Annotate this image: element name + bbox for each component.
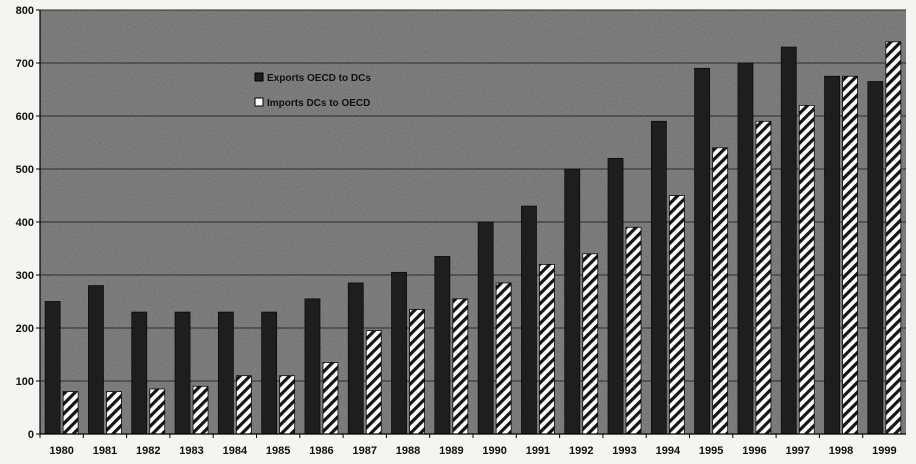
bar-imports	[885, 41, 902, 435]
x-tick-label: 1988	[396, 445, 420, 457]
bar-exports	[131, 311, 148, 435]
bar-exports	[391, 271, 407, 435]
x-tick-labels: 1980 1981 1982 1983 1984 1985 1986 1987 1988 1989…	[39, 434, 897, 457]
y-tick-label: 800	[16, 5, 34, 17]
bar-exports	[477, 221, 494, 435]
bar-exports	[174, 311, 191, 435]
bar-imports	[365, 330, 382, 435]
bar-imports	[409, 309, 425, 435]
x-tick-label: 1985	[266, 445, 290, 457]
x-tick-label: 1992	[569, 445, 593, 457]
y-tick-label: 0	[28, 429, 34, 441]
y-tick-label: 200	[16, 323, 34, 335]
x-tick-label: 1984	[223, 445, 248, 457]
x-tick-label: 1981	[93, 445, 117, 457]
x-tick-label: 1983	[179, 445, 203, 457]
bar-exports	[261, 311, 278, 435]
x-tick-label: 1986	[309, 445, 333, 457]
bar-exports	[780, 46, 797, 435]
bar-imports	[192, 385, 209, 435]
y-tick-label: 400	[16, 217, 34, 229]
bar-exports	[434, 256, 451, 435]
y-tick-labels: 0 100 200 300 400 500 600 700 800	[16, 5, 40, 441]
bar-imports	[149, 388, 166, 435]
x-tick-label: 1980	[49, 445, 73, 457]
bar-exports	[88, 285, 104, 435]
bar-imports	[452, 298, 469, 435]
bar-exports	[521, 205, 537, 435]
bars	[44, 41, 902, 435]
bar-exports	[694, 67, 711, 435]
legend-swatch-imports	[254, 97, 264, 107]
y-tick-label: 300	[16, 270, 34, 282]
x-tick-label: 1998	[829, 445, 853, 457]
y-tick-label: 700	[16, 58, 34, 70]
bar-imports	[625, 226, 642, 435]
bar-imports	[668, 195, 685, 435]
x-tick-label: 1991	[526, 445, 550, 457]
bar-exports	[650, 120, 667, 435]
y-tick-label: 500	[16, 164, 34, 176]
legend-swatch-exports	[254, 72, 264, 82]
bar-imports	[755, 120, 772, 435]
y-tick-label: 100	[16, 376, 34, 388]
bar-imports	[582, 253, 599, 435]
x-tick-label: 1993	[612, 445, 636, 457]
x-tick-label: 1996	[742, 445, 766, 457]
bar-imports	[279, 375, 296, 435]
bar-imports	[798, 105, 815, 435]
y-tick-label: 600	[16, 111, 34, 123]
bar-imports	[322, 362, 339, 435]
bar-imports	[495, 282, 512, 435]
bar-exports	[304, 298, 321, 435]
bar-exports	[44, 301, 61, 435]
x-tick-label: 1989	[439, 445, 463, 457]
bar-exports	[824, 75, 840, 435]
bar-imports	[842, 75, 858, 435]
legend: Exports OECD to DCs Imports DCs to OECD	[254, 72, 371, 109]
bar-exports	[867, 81, 884, 435]
legend-label-exports: Exports OECD to DCs	[267, 73, 371, 84]
bar-exports	[737, 62, 754, 435]
bar-imports	[539, 263, 555, 435]
x-tick-label: 1995	[699, 445, 723, 457]
legend-label-imports: Imports DCs to OECD	[267, 98, 370, 109]
bar-imports	[235, 375, 252, 435]
x-tick-label: 1987	[353, 445, 377, 457]
x-tick-label: 1999	[872, 445, 896, 457]
bar-exports	[564, 168, 581, 435]
bar-exports	[217, 311, 234, 435]
x-tick-label: 1994	[656, 445, 681, 457]
x-tick-label: 1990	[482, 445, 506, 457]
x-tick-label: 1982	[136, 445, 160, 457]
bar-imports	[106, 391, 122, 435]
bar-exports	[607, 157, 624, 435]
x-tick-label: 1997	[786, 445, 810, 457]
bar-imports	[712, 147, 729, 435]
bar-imports	[62, 391, 79, 435]
bar-exports	[347, 282, 364, 435]
